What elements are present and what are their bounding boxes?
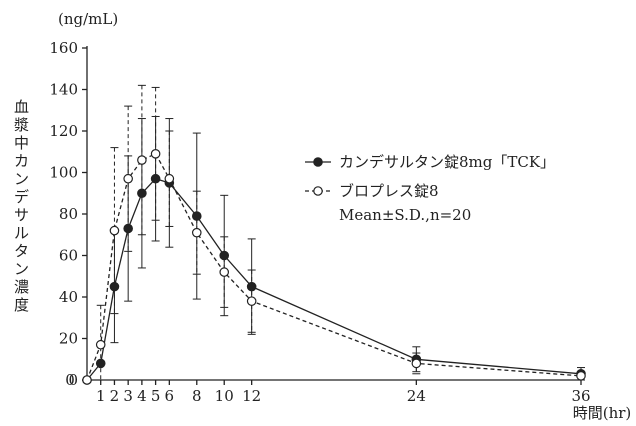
x-tick-label: 24 <box>407 387 426 405</box>
data-point <box>576 371 586 381</box>
y-axis-label-char: サ <box>14 206 29 224</box>
x-axis-label: 時間(hr) <box>573 404 632 422</box>
data-point <box>164 173 175 184</box>
legend-label: カンデサルタン錠8mg「TCK」 <box>339 153 555 171</box>
x-tick-label: 1 <box>96 387 106 405</box>
legend-marker <box>313 186 323 196</box>
y-tick-label: 120 <box>49 122 78 140</box>
x-tick-label: 2 <box>110 387 120 405</box>
x-tick-label: 4 <box>137 387 147 405</box>
data-point <box>219 267 230 277</box>
y-axis-label-char: カ <box>14 152 29 170</box>
y-axis-label-char: デ <box>14 188 29 206</box>
y-tick-label: 140 <box>49 81 78 99</box>
y-axis-label-char: 血 <box>14 98 29 116</box>
series-line <box>86 177 582 381</box>
x-tick-label: 3 <box>123 387 133 405</box>
x-tick-label: 36 <box>571 387 590 405</box>
y-axis-label-char: ル <box>14 224 29 242</box>
data-point <box>137 155 147 165</box>
x-tick-label: 5 <box>151 387 161 405</box>
x-tick-label: 0 <box>65 371 75 389</box>
x-tick-label: 10 <box>215 387 234 405</box>
y-tick-label: 80 <box>59 205 78 223</box>
y-axis-label-char: ン <box>14 170 29 188</box>
legend: カンデサルタン錠8mg「TCK」ブロプレス錠8 Mean±S.D.,n=20 <box>305 153 555 224</box>
x-tick-label: 12 <box>242 387 261 405</box>
data-point <box>123 173 133 184</box>
legend-marker <box>313 157 323 167</box>
y-axis-label-char: タ <box>14 242 29 260</box>
y-tick-label: 160 <box>49 39 78 57</box>
data-point <box>191 227 202 238</box>
y-tick-label: 100 <box>49 164 78 182</box>
series-2 <box>82 84 586 385</box>
y-tick-label: 20 <box>59 330 78 348</box>
data-point <box>150 149 161 159</box>
y-tick-label: 60 <box>59 247 78 265</box>
y-tick-label: 40 <box>59 288 78 306</box>
y-axis-label-char: 漿 <box>14 116 29 134</box>
data-point <box>246 296 257 306</box>
x-tick-label: 6 <box>165 387 175 405</box>
plot-area <box>82 84 586 385</box>
y-axis-label: 血漿中カンデサルタン濃度 <box>14 98 29 314</box>
y-axis-label-char: 中 <box>14 134 29 152</box>
legend-label: ブロプレス錠8 <box>339 182 439 200</box>
y-tick-label: 0 <box>68 371 78 389</box>
data-point <box>82 375 92 385</box>
x-tick-label: 8 <box>192 387 202 405</box>
y-axis-label-char: 濃 <box>14 278 29 296</box>
data-point <box>411 358 422 369</box>
y-axis-label-char: 度 <box>14 296 29 314</box>
legend-note: Mean±S.D.,n=20 <box>339 206 471 224</box>
data-point <box>109 225 120 236</box>
y-unit-label: (ng/mL) <box>58 10 118 28</box>
data-point <box>95 339 106 350</box>
series-line <box>86 152 582 381</box>
y-axis-label-char: ン <box>14 260 29 278</box>
